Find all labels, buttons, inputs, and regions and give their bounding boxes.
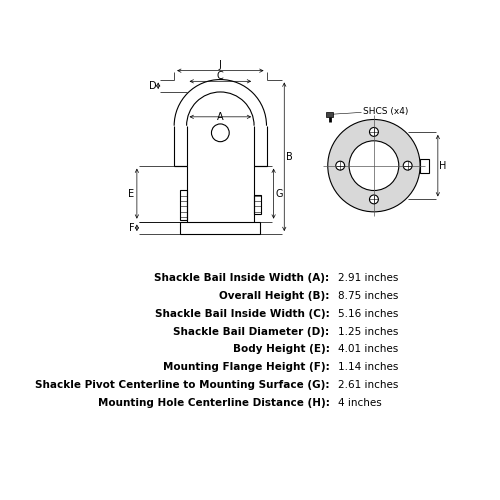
Text: Mounting Hole Centerline Distance (H):: Mounting Hole Centerline Distance (H): <box>98 398 330 407</box>
Text: B: B <box>286 152 293 162</box>
Bar <box>254 195 261 214</box>
Text: 1.25 inches: 1.25 inches <box>338 326 399 336</box>
Circle shape <box>370 128 378 136</box>
Text: Mounting Flange Height (F):: Mounting Flange Height (F): <box>163 362 330 372</box>
Bar <box>180 222 260 234</box>
Text: 2.61 inches: 2.61 inches <box>338 380 399 390</box>
Circle shape <box>370 195 378 204</box>
Text: 8.75 inches: 8.75 inches <box>338 291 399 301</box>
Circle shape <box>349 141 399 190</box>
Text: 4 inches: 4 inches <box>338 398 382 407</box>
Text: SHCS (x4): SHCS (x4) <box>364 107 408 116</box>
Text: 4.01 inches: 4.01 inches <box>338 344 398 354</box>
Text: Shackle Bail Diameter (D):: Shackle Bail Diameter (D): <box>174 326 330 336</box>
Circle shape <box>328 120 420 212</box>
Circle shape <box>403 161 412 170</box>
Text: E: E <box>128 188 134 198</box>
Bar <box>326 112 333 117</box>
Text: Overall Height (B):: Overall Height (B): <box>219 291 330 301</box>
Bar <box>420 158 429 173</box>
Text: G: G <box>275 188 282 198</box>
Text: J: J <box>219 60 222 70</box>
Bar <box>180 190 186 220</box>
Text: C: C <box>217 71 224 81</box>
Text: Shackle Pivot Centerline to Mounting Surface (G):: Shackle Pivot Centerline to Mounting Sur… <box>35 380 330 390</box>
Text: 1.14 inches: 1.14 inches <box>338 362 399 372</box>
Text: H: H <box>440 160 447 170</box>
Text: A: A <box>217 112 224 122</box>
Text: 5.16 inches: 5.16 inches <box>338 309 399 319</box>
Text: Shackle Bail Inside Width (C):: Shackle Bail Inside Width (C): <box>155 309 330 319</box>
Text: Body Height (E):: Body Height (E): <box>232 344 330 354</box>
Text: Shackle Bail Inside Width (A):: Shackle Bail Inside Width (A): <box>154 274 330 283</box>
Circle shape <box>336 161 344 170</box>
Circle shape <box>212 124 229 142</box>
Text: F: F <box>128 223 134 233</box>
Text: 2.91 inches: 2.91 inches <box>338 274 399 283</box>
Text: D: D <box>149 81 156 91</box>
